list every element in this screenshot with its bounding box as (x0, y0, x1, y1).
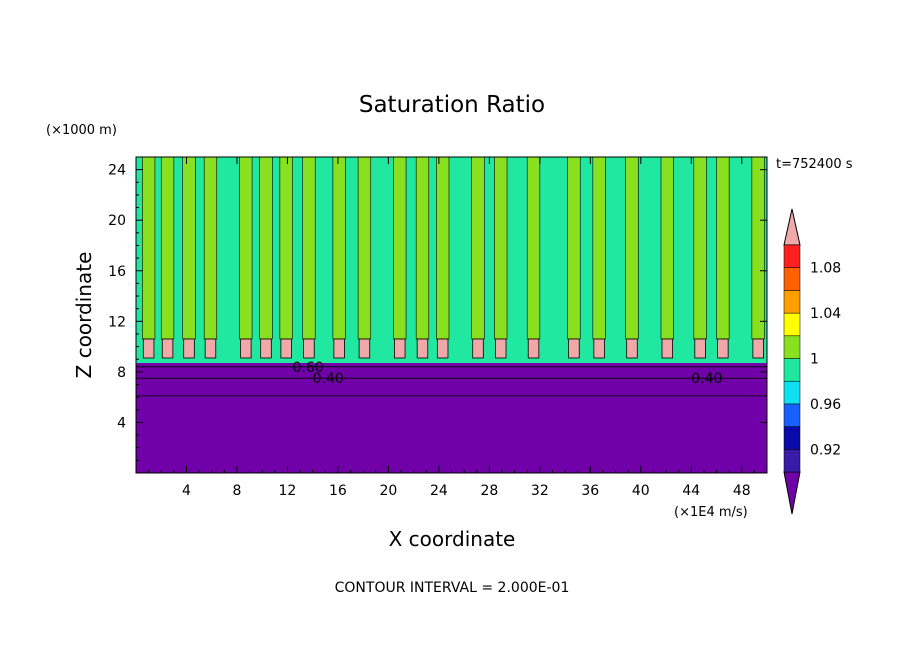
x-tick-label: 8 (232, 483, 241, 499)
contour-interval-footer: CONTOUR INTERVAL = 2.000E-01 (335, 580, 570, 596)
x-tick-label: 40 (632, 483, 650, 499)
x-tick-label: 36 (581, 483, 599, 499)
moist-plume (279, 156, 293, 340)
moist-plume (357, 156, 372, 340)
colorbar-label: 1.08 (810, 261, 841, 277)
moist-plume (471, 156, 485, 340)
supersaturated-cell (752, 338, 764, 359)
contour-label: 0.40 (691, 371, 722, 387)
x-axis-label: X coordinate (389, 527, 516, 551)
y-tick-label: 4 (117, 415, 126, 431)
moist-plume (625, 156, 639, 340)
x-tick-label: 16 (329, 483, 347, 499)
supersaturated-cell (204, 338, 217, 359)
colorbar-over-arrow (783, 208, 801, 246)
y-axis-ticks: 4 8 12 16 20 24 (108, 163, 767, 461)
contour-label: 0.40 (313, 371, 344, 387)
colorbar-segment (783, 290, 801, 314)
contour-label: 0.60 (292, 360, 323, 376)
time-label: t=752400 s (776, 157, 853, 172)
dry-layer (136, 363, 767, 473)
colorbar-segment (783, 426, 801, 450)
contour-field (136, 156, 767, 473)
colorbar-under-arrow (783, 471, 801, 515)
supersaturated-cell (593, 338, 605, 359)
x-tick-label: 12 (279, 483, 297, 499)
moist-plume (751, 156, 765, 340)
moist-plume (660, 156, 674, 340)
supersaturated-cell (436, 338, 449, 359)
moist-plume (526, 156, 541, 340)
chart-title: Saturation Ratio (359, 92, 545, 118)
colorbar-label: 1 (810, 352, 819, 368)
moist-plume (494, 156, 508, 340)
colorbar-segment (783, 403, 801, 427)
supersaturated-cell (495, 338, 507, 359)
x-tick-label: 44 (682, 483, 700, 499)
plot-area: 0.600.40 0.40 4 8 12 16 20 24 28 32 36 40 44 48 4812… (108, 156, 768, 499)
y-tick-label: 20 (108, 213, 126, 229)
x-tick-label: 28 (480, 483, 498, 499)
supersaturated-cell (280, 338, 292, 359)
moist-plume (239, 156, 253, 340)
x-tick-label: 24 (430, 483, 448, 499)
colorbar-label: 0.92 (810, 442, 841, 458)
x-axis-ticks: 4 8 12 16 20 24 28 32 36 40 44 48 (148, 157, 755, 499)
supersaturated-cell (394, 338, 406, 359)
moist-plume (716, 156, 730, 340)
supersaturated-cell (142, 338, 155, 359)
moist-plume (415, 156, 430, 340)
supersaturated-cell (333, 338, 345, 359)
colorbar: 0.92 0.96 1 1.04 1.08 (783, 208, 841, 515)
colorbar-segment (783, 380, 801, 405)
colorbar-label: 0.96 (810, 397, 841, 413)
colorbar-segment (783, 358, 801, 382)
supersaturated-cell (161, 338, 174, 359)
moist-plume (567, 156, 581, 340)
supersaturated-cell (260, 338, 272, 359)
supersaturated-cell (240, 338, 252, 359)
supersaturated-cell (416, 338, 429, 359)
x-tick-label: 4 (182, 483, 191, 499)
x-tick-label: 20 (379, 483, 397, 499)
y-axis-label: Z coordinate (72, 252, 96, 379)
colorbar-label: 1.04 (810, 306, 841, 322)
y-units-label: (×1000 m) (46, 123, 117, 138)
moist-plume (160, 156, 175, 340)
y-tick-label: 8 (117, 365, 126, 381)
moist-plume (592, 156, 606, 340)
colorbar-segment (783, 312, 801, 337)
supersaturated-cell (694, 338, 706, 359)
x-tick-label: 48 (733, 483, 751, 499)
moist-plume (142, 156, 156, 340)
x-tick-label: 32 (531, 483, 549, 499)
y-tick-label: 16 (108, 264, 126, 280)
colorbar-segment (783, 335, 801, 359)
colorbar-segment (783, 267, 801, 291)
colorbar-segment (783, 449, 801, 473)
y-tick-label: 24 (108, 163, 126, 179)
moist-plume (203, 156, 218, 340)
moist-plume (436, 156, 450, 340)
supersaturated-cell (183, 338, 195, 359)
supersaturated-cell (303, 338, 315, 359)
y-tick-label: 12 (108, 314, 126, 330)
supersaturated-cell (661, 338, 674, 359)
contour-labels: 0.600.40 0.40 (292, 360, 722, 387)
moist-plume (259, 156, 273, 340)
moist-plume (393, 156, 407, 340)
colorbar-segment (783, 244, 801, 268)
x-units-label: (×1E4 m/s) (674, 505, 748, 520)
moist-plume (302, 156, 316, 340)
moist-plume (182, 156, 196, 340)
supersaturated-cell (527, 338, 540, 359)
supersaturated-cell (626, 338, 638, 359)
supersaturated-cell (358, 338, 371, 359)
supersaturated-cell (568, 338, 580, 359)
supersaturated-cell (717, 338, 729, 359)
moist-plume (693, 156, 707, 340)
supersaturated-cell (472, 338, 484, 359)
moist-plume (332, 156, 346, 340)
